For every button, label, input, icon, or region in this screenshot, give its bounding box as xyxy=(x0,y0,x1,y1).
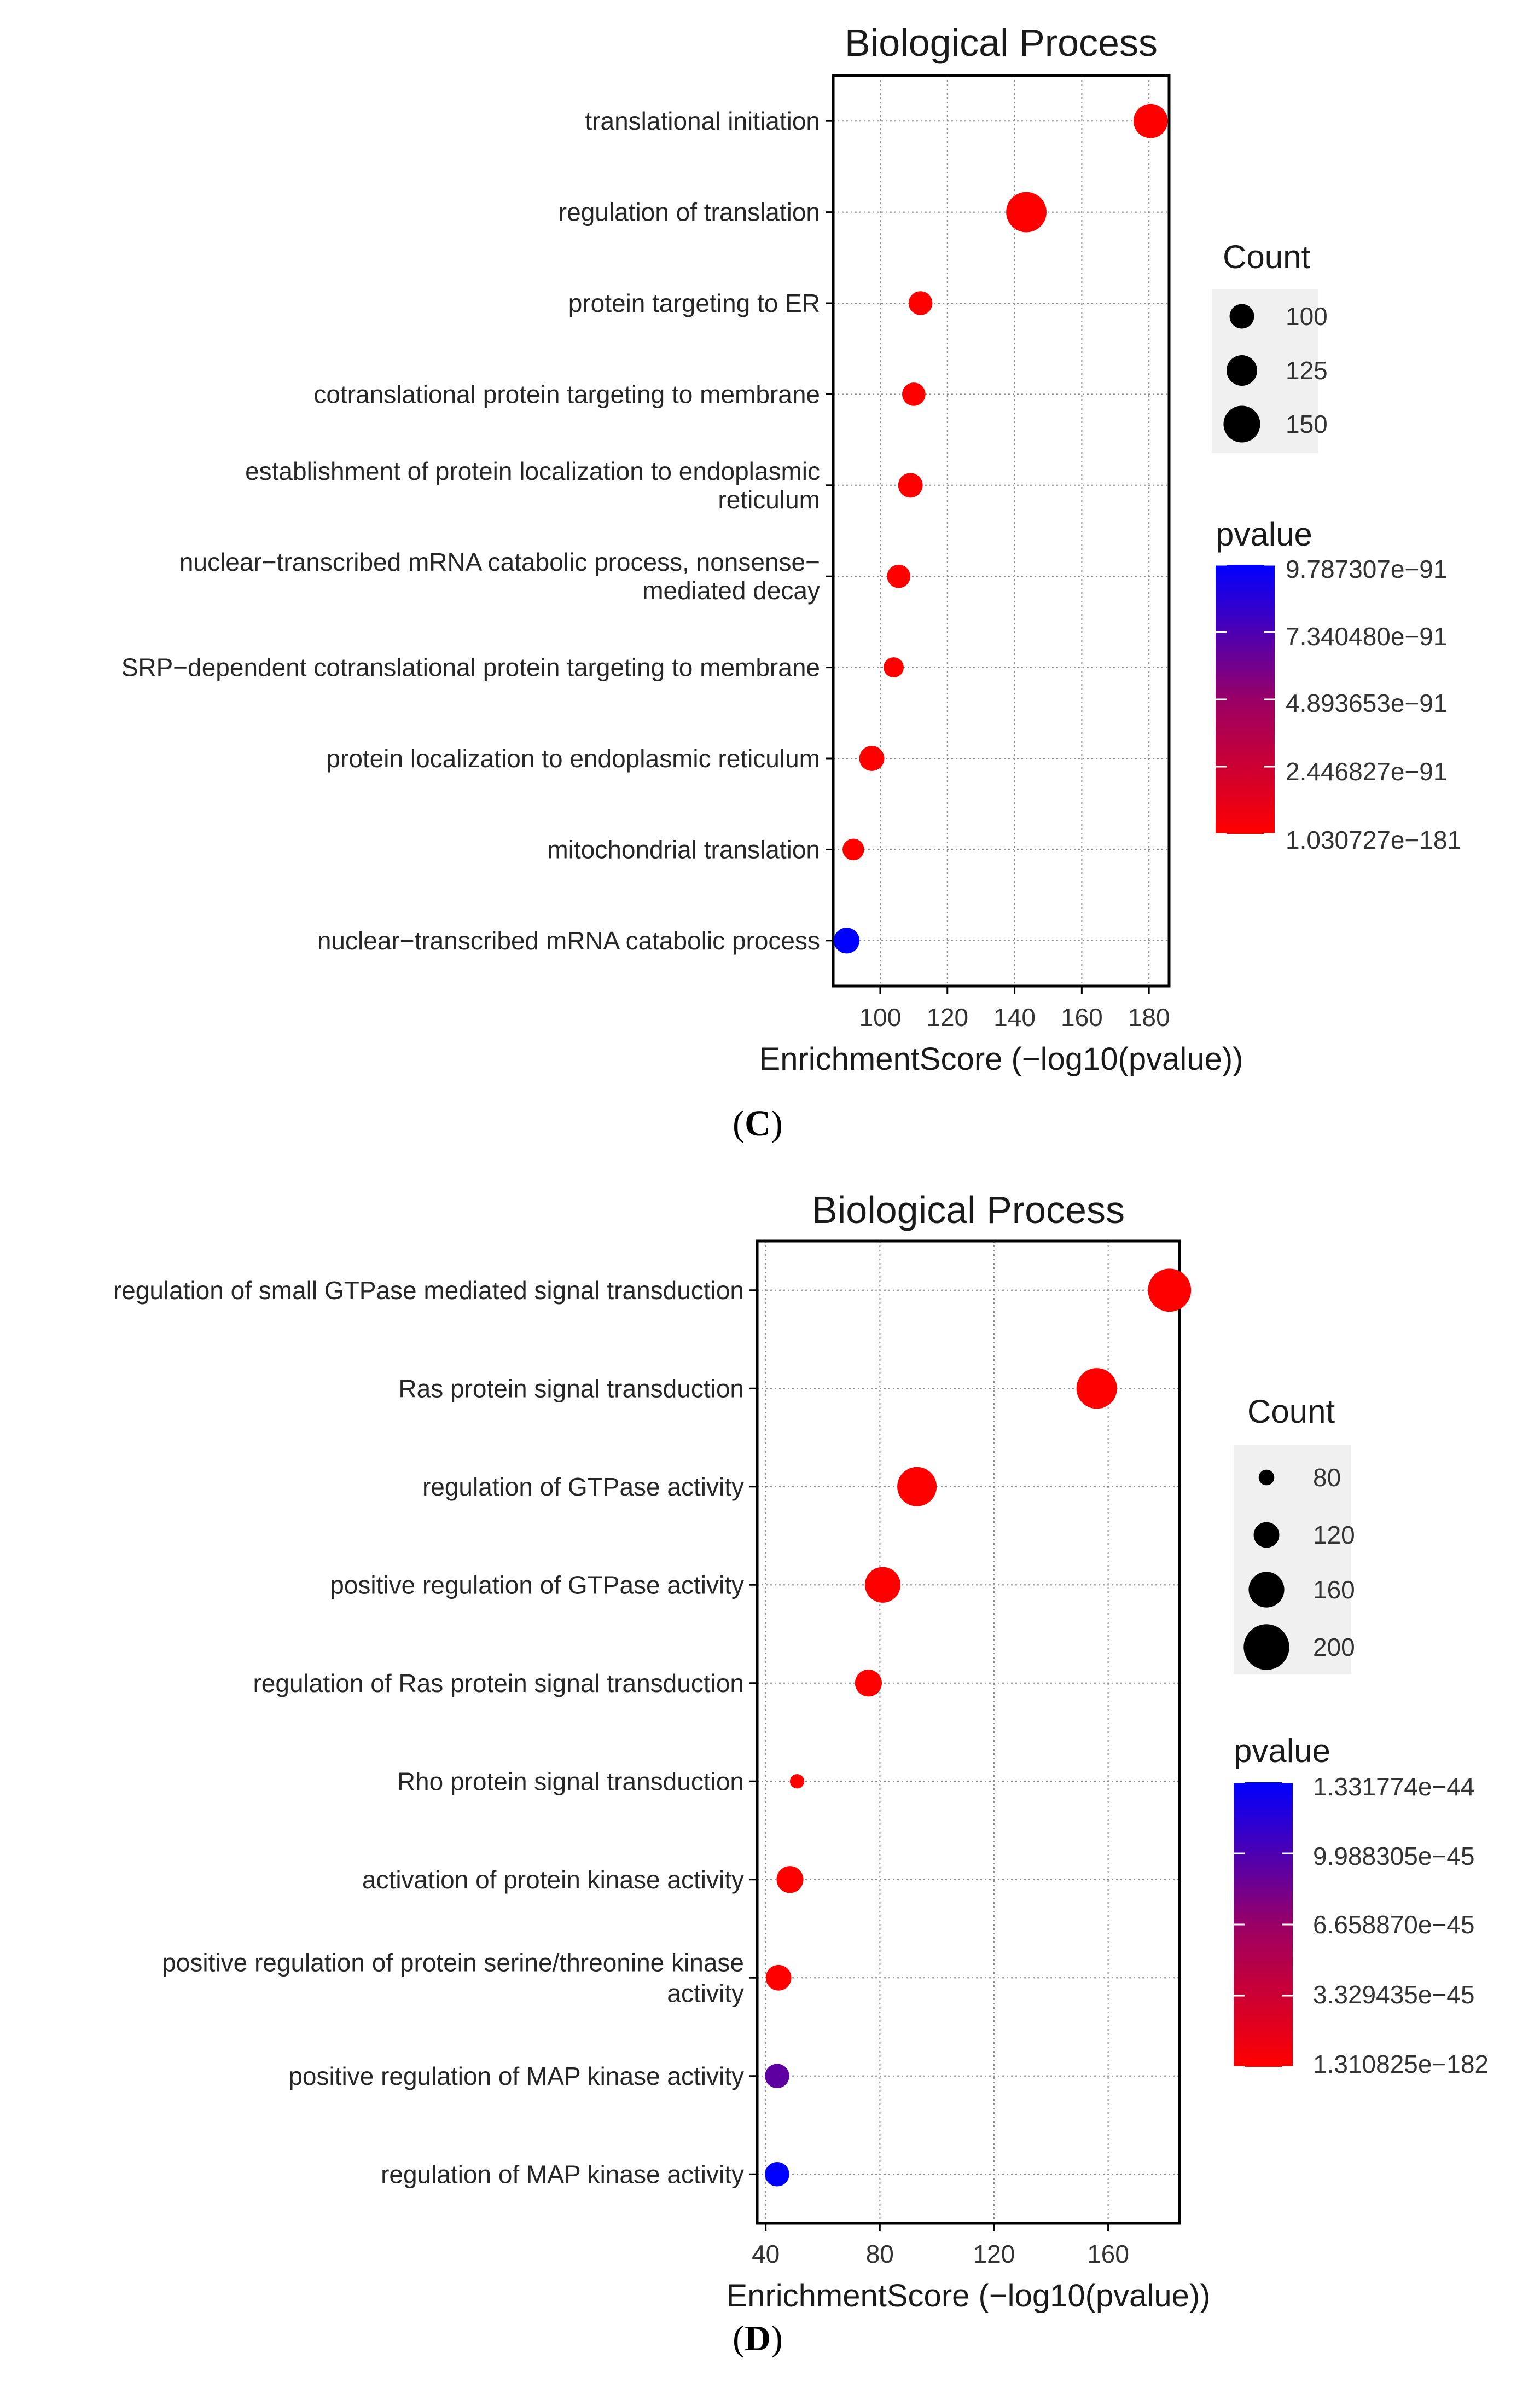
color-legend-label: 6.658870e−45 xyxy=(1313,1910,1474,1939)
size-legend-label: 160 xyxy=(1313,1575,1355,1604)
x-tick-label: 80 xyxy=(866,2240,894,2268)
panel-label-open: ( xyxy=(733,1104,745,1144)
chart-title: Biological Process xyxy=(812,1189,1125,1231)
size-legend-title: Count xyxy=(1223,239,1310,275)
term-label: mediated decay xyxy=(642,576,820,605)
size-legend-label: 200 xyxy=(1313,1633,1355,1661)
chart-panel-d: Biological Process regulation of small GT… xyxy=(113,1189,1489,2358)
term-label: mitochondrial translation xyxy=(547,835,820,863)
color-legend-label: 1.310825e−182 xyxy=(1313,2050,1489,2078)
size-legend-label: 150 xyxy=(1286,410,1328,438)
size-legend-title: Count xyxy=(1247,1393,1335,1430)
term-label: positive regulation of MAP kinase activi… xyxy=(288,2062,744,2090)
panel-label: (C) xyxy=(733,1104,783,1144)
color-legend-label: 7.340480e−91 xyxy=(1286,622,1447,651)
panel-label-close: ) xyxy=(771,2319,783,2358)
data-point xyxy=(855,1670,882,1697)
x-tick-label: 160 xyxy=(1087,2240,1129,2268)
data-point xyxy=(864,1567,901,1603)
term-label: SRP−dependent cotranslational protein ta… xyxy=(121,653,820,682)
term-label: positive regulation of GTPase activity xyxy=(330,1570,744,1599)
x-tick-label: 40 xyxy=(752,2240,780,2268)
plot-area xyxy=(757,1241,1179,2223)
data-point xyxy=(884,657,904,678)
color-legend-label: 9.787307e−91 xyxy=(1286,555,1447,583)
term-label: Rho protein signal transduction xyxy=(397,1767,744,1795)
size-legend-dot xyxy=(1223,405,1260,443)
size-legend-dot xyxy=(1253,1522,1280,1548)
data-point xyxy=(789,1774,805,1789)
color-legend-label: 1.030727e−181 xyxy=(1286,826,1461,854)
term-label: activity xyxy=(667,1979,744,2007)
plot-border xyxy=(756,1239,1181,2225)
data-point xyxy=(1133,103,1168,138)
term-label: Ras protein signal transduction xyxy=(398,1374,744,1402)
term-label: regulation of GTPase activity xyxy=(422,1473,744,1501)
data-point xyxy=(765,1964,792,1991)
term-label: nuclear−transcribed mRNA catabolic proce… xyxy=(317,926,820,955)
size-legend-label: 100 xyxy=(1286,302,1328,331)
size-legend-dot xyxy=(1248,1572,1285,1608)
data-point xyxy=(908,291,933,315)
plot-border xyxy=(832,74,1171,988)
x-axis-label: EnrichmentScore (−log10(pvalue)) xyxy=(759,1041,1243,1077)
term-label: regulation of translation xyxy=(559,198,820,227)
term-label: regulation of small GTPase mediated sign… xyxy=(113,1276,744,1305)
data-point xyxy=(898,473,923,498)
x-axis-label: EnrichmentScore (−log10(pvalue)) xyxy=(727,2278,1211,2314)
data-point xyxy=(1076,1368,1117,1409)
panel-label-letter: D xyxy=(745,2319,771,2358)
term-label: positive regulation of protein serine/th… xyxy=(162,1948,744,1977)
data-point xyxy=(765,2161,789,2187)
color-legend-label: 9.988305e−45 xyxy=(1313,1842,1474,1870)
term-label: nuclear−transcribed mRNA catabolic proce… xyxy=(179,548,820,576)
x-tick-label: 120 xyxy=(973,2240,1015,2268)
panel-label-close: ) xyxy=(771,1104,783,1144)
color-legend-title: pvalue xyxy=(1216,516,1312,553)
size-legend-label: 120 xyxy=(1313,1521,1355,1549)
x-tick-label: 100 xyxy=(859,1003,902,1031)
x-tick-label: 160 xyxy=(1061,1003,1103,1031)
data-point xyxy=(902,382,926,406)
panel-label-open: ( xyxy=(733,2319,745,2358)
data-point xyxy=(842,838,864,861)
data-point xyxy=(897,1467,937,1506)
chart-panel-c: Biological Process translational initiati… xyxy=(121,21,1461,1144)
term-label: activation of protein kinase activity xyxy=(362,1865,744,1894)
chart-title: Biological Process xyxy=(845,21,1158,64)
term-label: cotranslational protein targeting to mem… xyxy=(313,380,820,408)
data-point xyxy=(834,928,860,954)
term-label: protein targeting to ER xyxy=(568,289,820,317)
term-label: regulation of MAP kinase activity xyxy=(381,2160,744,2188)
size-legend-dot xyxy=(1227,355,1257,386)
data-point xyxy=(1006,192,1047,233)
term-label: protein localization to endoplasmic reti… xyxy=(326,744,820,773)
color-legend-label: 3.329435e−45 xyxy=(1313,1980,1474,2009)
color-legend-label: 2.446827e−91 xyxy=(1286,757,1447,786)
size-legend-dot xyxy=(1243,1624,1289,1670)
size-legend-label: 125 xyxy=(1286,356,1328,385)
term-label: regulation of Ras protein signal transdu… xyxy=(253,1669,744,1697)
data-point xyxy=(887,564,911,588)
size-legend-label: 80 xyxy=(1313,1463,1341,1492)
term-label: translational initiation xyxy=(585,107,820,135)
data-point xyxy=(859,746,885,771)
data-point xyxy=(776,1866,804,1893)
data-point xyxy=(1148,1268,1192,1312)
size-legend-dot xyxy=(1258,1469,1275,1486)
size-legend-dot xyxy=(1229,304,1254,329)
color-legend-label: 4.893653e−91 xyxy=(1286,689,1447,717)
x-tick-label: 120 xyxy=(926,1003,968,1031)
x-tick-label: 140 xyxy=(993,1003,1036,1031)
plot-area xyxy=(833,76,1169,986)
panel-label: (D) xyxy=(733,2319,783,2358)
color-legend-title: pvalue xyxy=(1234,1732,1330,1769)
term-label: establishment of protein localization to… xyxy=(245,457,820,485)
x-tick-label: 180 xyxy=(1128,1003,1170,1031)
data-point xyxy=(765,2064,789,2089)
term-label: reticulum xyxy=(718,485,820,514)
color-legend-label: 1.331774e−44 xyxy=(1313,1772,1474,1801)
panel-label-letter: C xyxy=(745,1104,771,1144)
